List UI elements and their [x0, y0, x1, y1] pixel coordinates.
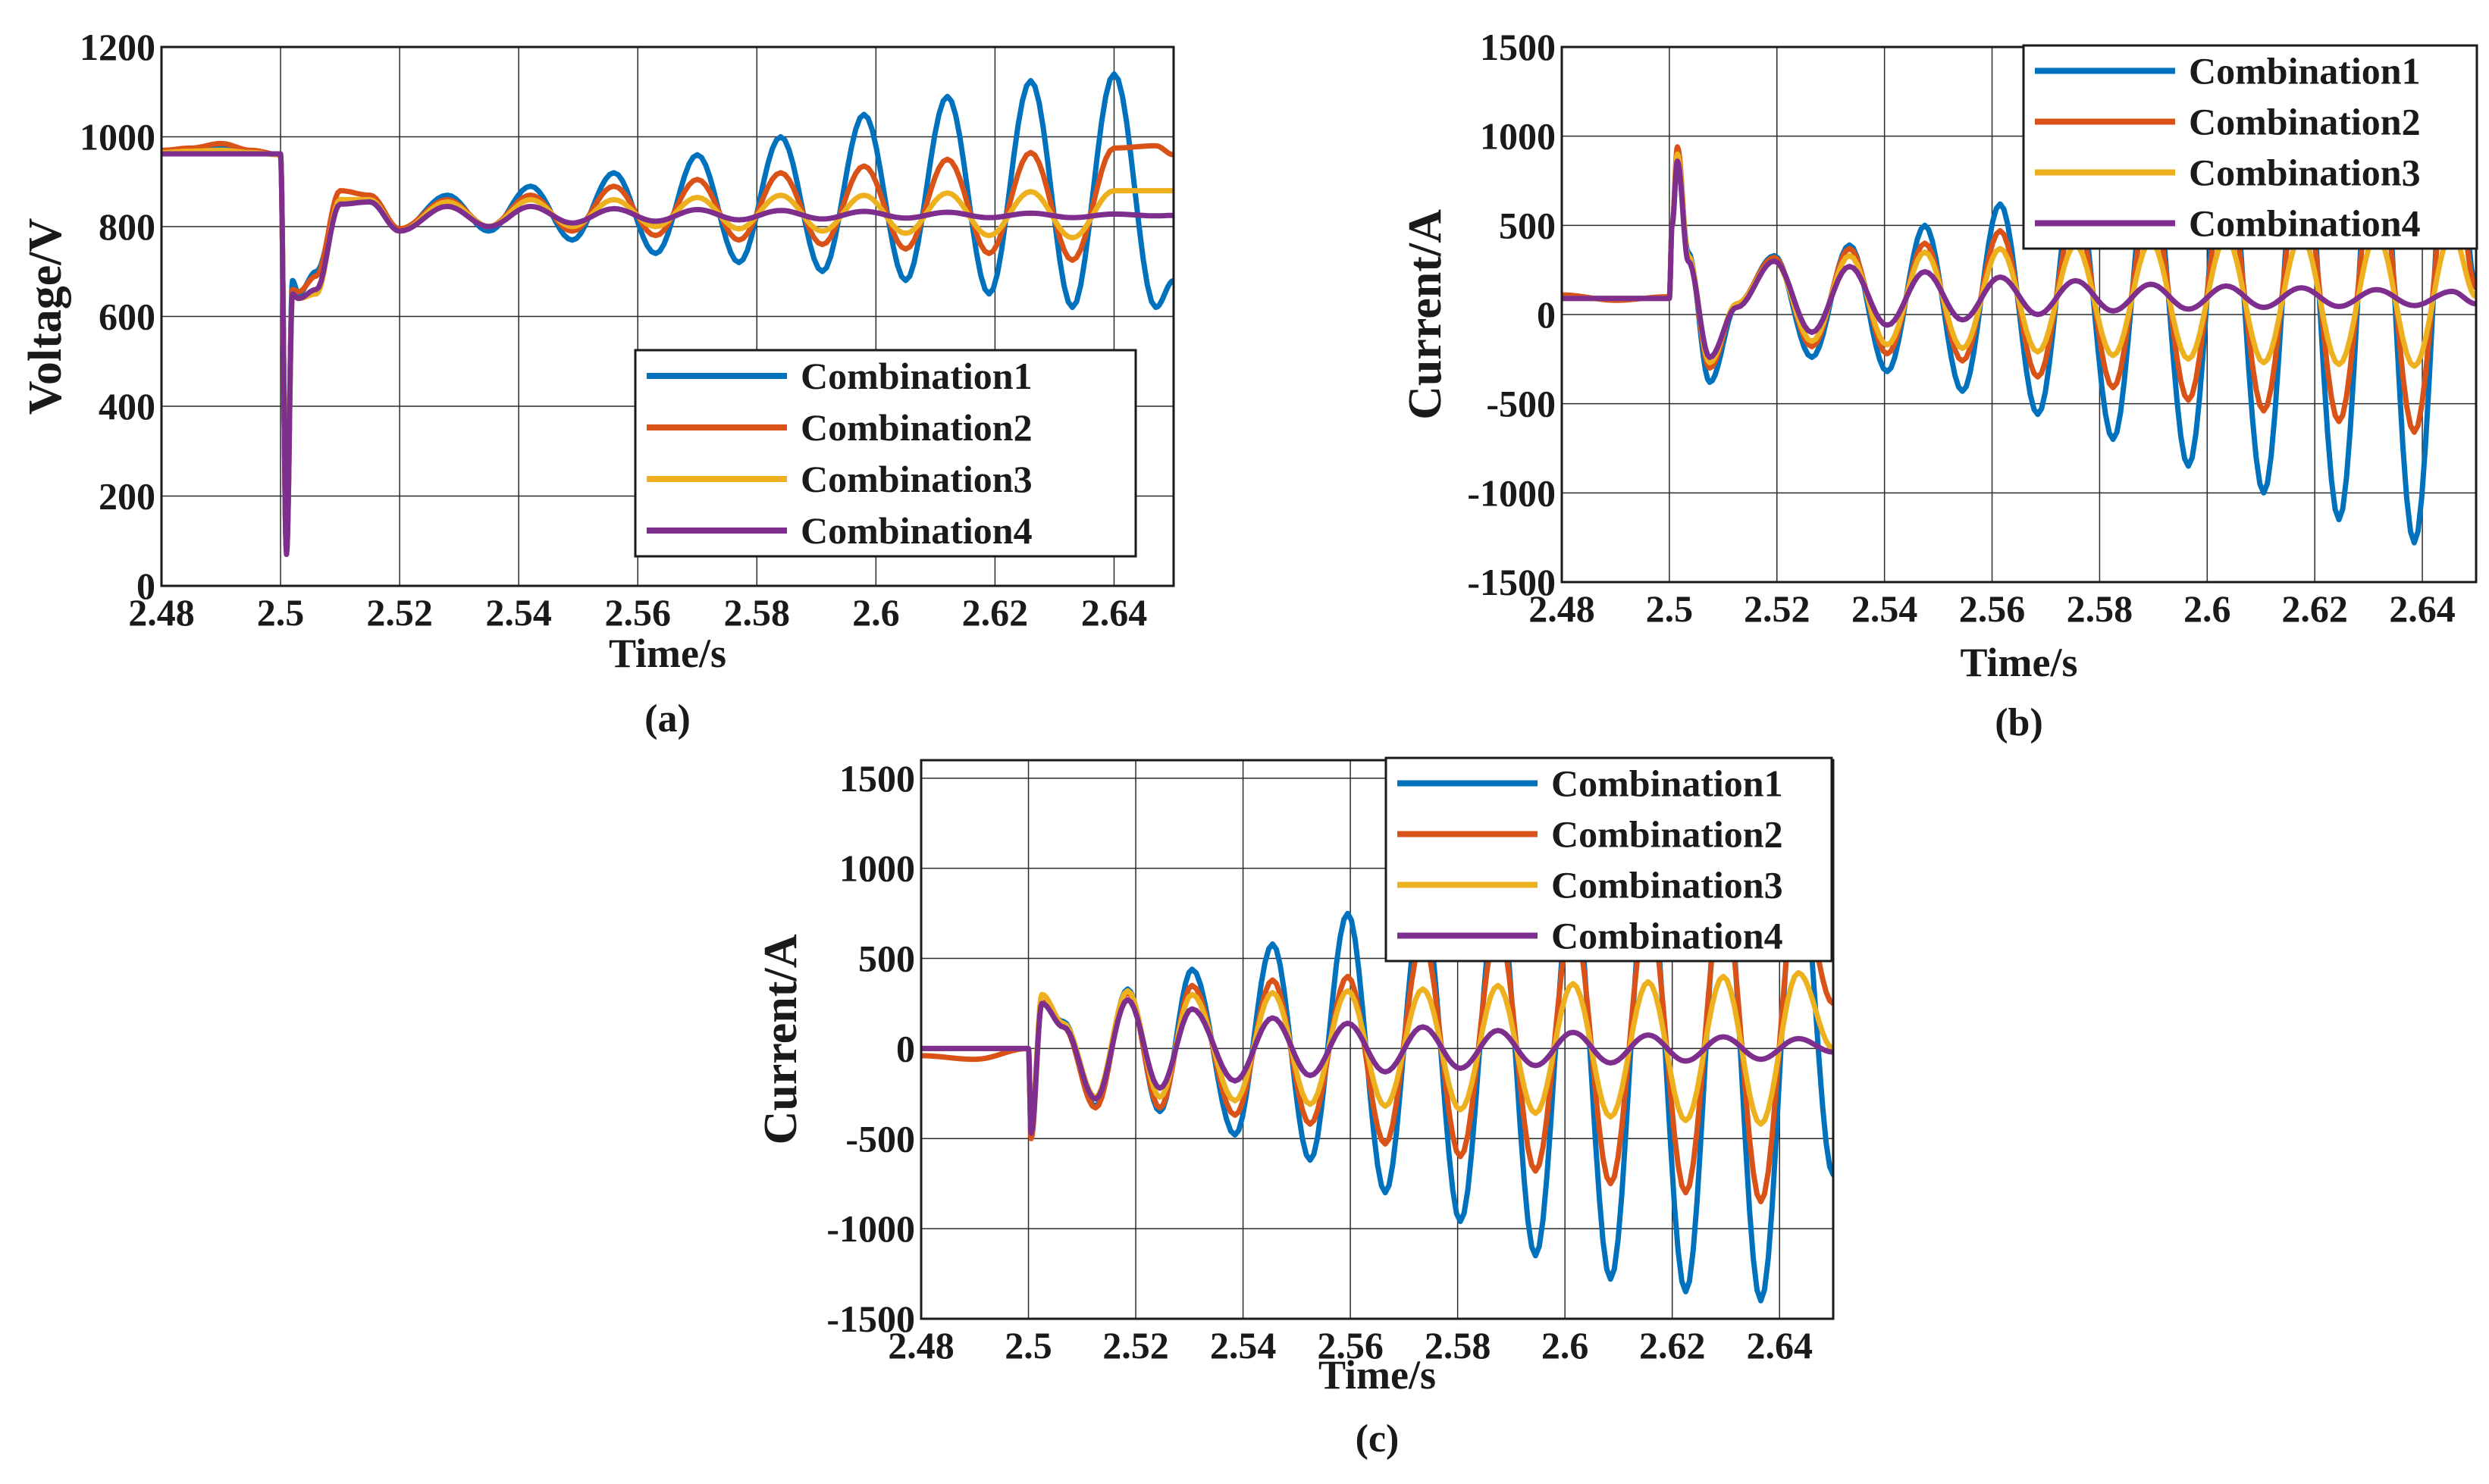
- x-tick-label: 2.48: [128, 591, 195, 634]
- legend-entry: Combination1: [801, 355, 1033, 397]
- x-tick-label: 2.56: [1959, 587, 2026, 630]
- tick-labels: 2.48 2.5 2.52 2.54 2.56 2.58 2.6 2.62 2.64 -1500 -…: [826, 757, 1813, 1367]
- panel-caption: (a): [644, 697, 691, 740]
- legend-entry: Combination4: [1551, 915, 1783, 957]
- series-line-combination3: [921, 970, 1833, 1132]
- x-axis-label: Time/s: [609, 631, 726, 676]
- y-tick-label: 0: [1537, 293, 1556, 336]
- x-axis-label: Time/s: [1318, 1352, 1436, 1398]
- x-tick-label: 2.64: [1081, 591, 1148, 634]
- x-tick-label: 2.54: [1210, 1324, 1277, 1367]
- x-tick-label: 2.48: [888, 1324, 955, 1367]
- axes-frame: [920, 759, 1835, 1320]
- series-lines: [161, 71, 1174, 557]
- x-tick-label: 2.52: [1102, 1324, 1169, 1367]
- y-tick-label: 800: [99, 205, 155, 248]
- y-axis-label: Current/A: [1400, 209, 1451, 420]
- series-line-combination4: [921, 997, 1833, 1136]
- legend: Combination1 Combination2 Combination3 Comb…: [1384, 756, 1833, 963]
- x-tick-label: 2.64: [1746, 1324, 1813, 1367]
- legend-entry: Combination1: [2189, 50, 2421, 92]
- panel-caption: (c): [1356, 1417, 1400, 1461]
- x-tick-label: 2.58: [1425, 1324, 1491, 1367]
- y-tick-label: 500: [858, 938, 915, 980]
- legend-entry: Combination2: [1551, 813, 1783, 856]
- x-tick-label: 2.58: [2067, 587, 2133, 630]
- legend-box: [634, 349, 1137, 558]
- x-tick-label: 2.5: [1646, 587, 1694, 630]
- y-tick-label: -500: [1486, 383, 1556, 425]
- panel-b: 2.48 2.5 2.52 2.54 2.56 2.58 2.6 2.62 2.64 -1500 -…: [1400, 26, 2478, 744]
- y-tick-label: 0: [136, 565, 155, 607]
- x-tick-label: 2.62: [2281, 587, 2348, 630]
- legend-entry: Combination1: [1551, 762, 1783, 805]
- legend-box: [2022, 44, 2478, 250]
- legend-entry: Combination3: [1551, 864, 1783, 906]
- y-tick-label: 1200: [80, 26, 155, 68]
- axes-frame: [1560, 45, 2478, 584]
- x-axis-label: Time/s: [1960, 640, 2077, 685]
- legend-entry: Combination3: [2189, 152, 2421, 194]
- x-tick-label: 2.62: [1639, 1324, 1706, 1367]
- panel-c: 2.48 2.5 2.52 2.54 2.56 2.58 2.6 2.62 2.64 -1500 -…: [755, 756, 1835, 1461]
- tick-labels: 2.48 2.5 2.52 2.54 2.56 2.58 2.6 2.62 2.64 0 200 40…: [80, 26, 1147, 634]
- y-tick-label: -1500: [1467, 561, 1556, 603]
- series-line-combination4: [161, 151, 1174, 557]
- x-tick-label: 2.5: [1005, 1324, 1052, 1367]
- y-axis-label: Voltage/V: [20, 218, 71, 415]
- y-tick-label: -1000: [826, 1207, 915, 1250]
- series-line-combination4: [1562, 158, 2476, 360]
- x-tick-label: 2.6: [852, 591, 900, 634]
- tick-labels: 2.48 2.5 2.52 2.54 2.56 2.58 2.6 2.62 2.64 -1500 -…: [1467, 26, 2455, 630]
- x-tick-label: 2.58: [724, 591, 791, 634]
- y-tick-label: -1500: [826, 1298, 915, 1340]
- series-lines: [921, 847, 1833, 1304]
- x-tick-label: 2.56: [1317, 1324, 1384, 1367]
- panel-a: 2.48 2.5 2.52 2.54 2.56 2.58 2.6 2.62 2.64 0 200 40…: [20, 26, 1175, 740]
- y-tick-label: -1000: [1467, 471, 1556, 514]
- legend-entry: Combination2: [801, 406, 1033, 449]
- y-tick-label: 0: [896, 1027, 915, 1069]
- y-tick-label: 1000: [1480, 115, 1556, 158]
- x-tick-label: 2.56: [604, 591, 671, 634]
- y-tick-label: -500: [845, 1117, 915, 1160]
- y-tick-label: 500: [1499, 204, 1556, 246]
- x-tick-label: 2.52: [1744, 587, 1810, 630]
- y-axis-label: Current/A: [755, 934, 807, 1144]
- x-tick-label: 2.64: [2389, 587, 2456, 630]
- series-lines: [1562, 62, 2476, 546]
- x-tick-label: 2.52: [366, 591, 433, 634]
- legend-entry: Combination4: [2189, 202, 2421, 245]
- x-tick-label: 2.54: [1851, 587, 1918, 630]
- y-tick-label: 600: [99, 296, 155, 338]
- y-tick-label: 400: [99, 385, 155, 427]
- panel-caption: (b): [1995, 701, 2043, 744]
- x-tick-label: 2.62: [962, 591, 1029, 634]
- x-tick-label: 2.48: [1528, 587, 1595, 630]
- legend-entry: Combination4: [801, 509, 1033, 552]
- y-tick-label: 1000: [839, 847, 915, 890]
- y-tick-label: 1500: [1480, 26, 1556, 68]
- y-tick-label: 1500: [839, 757, 915, 800]
- legend: Combination1 Combination2 Combination3 Comb…: [634, 349, 1137, 558]
- x-tick-label: 2.54: [485, 591, 552, 634]
- legend-entry: Combination2: [2189, 101, 2421, 143]
- axes-frame: [160, 45, 1175, 587]
- legend-entry: Combination3: [801, 458, 1033, 500]
- x-tick-label: 2.6: [2183, 587, 2231, 630]
- x-tick-label: 2.6: [1541, 1324, 1589, 1367]
- legend-box: [1384, 756, 1833, 963]
- y-tick-label: 200: [99, 475, 155, 518]
- y-tick-label: 1000: [80, 116, 155, 158]
- x-tick-label: 2.5: [257, 591, 305, 634]
- legend: Combination1 Combination2 Combination3 Comb…: [2022, 44, 2478, 250]
